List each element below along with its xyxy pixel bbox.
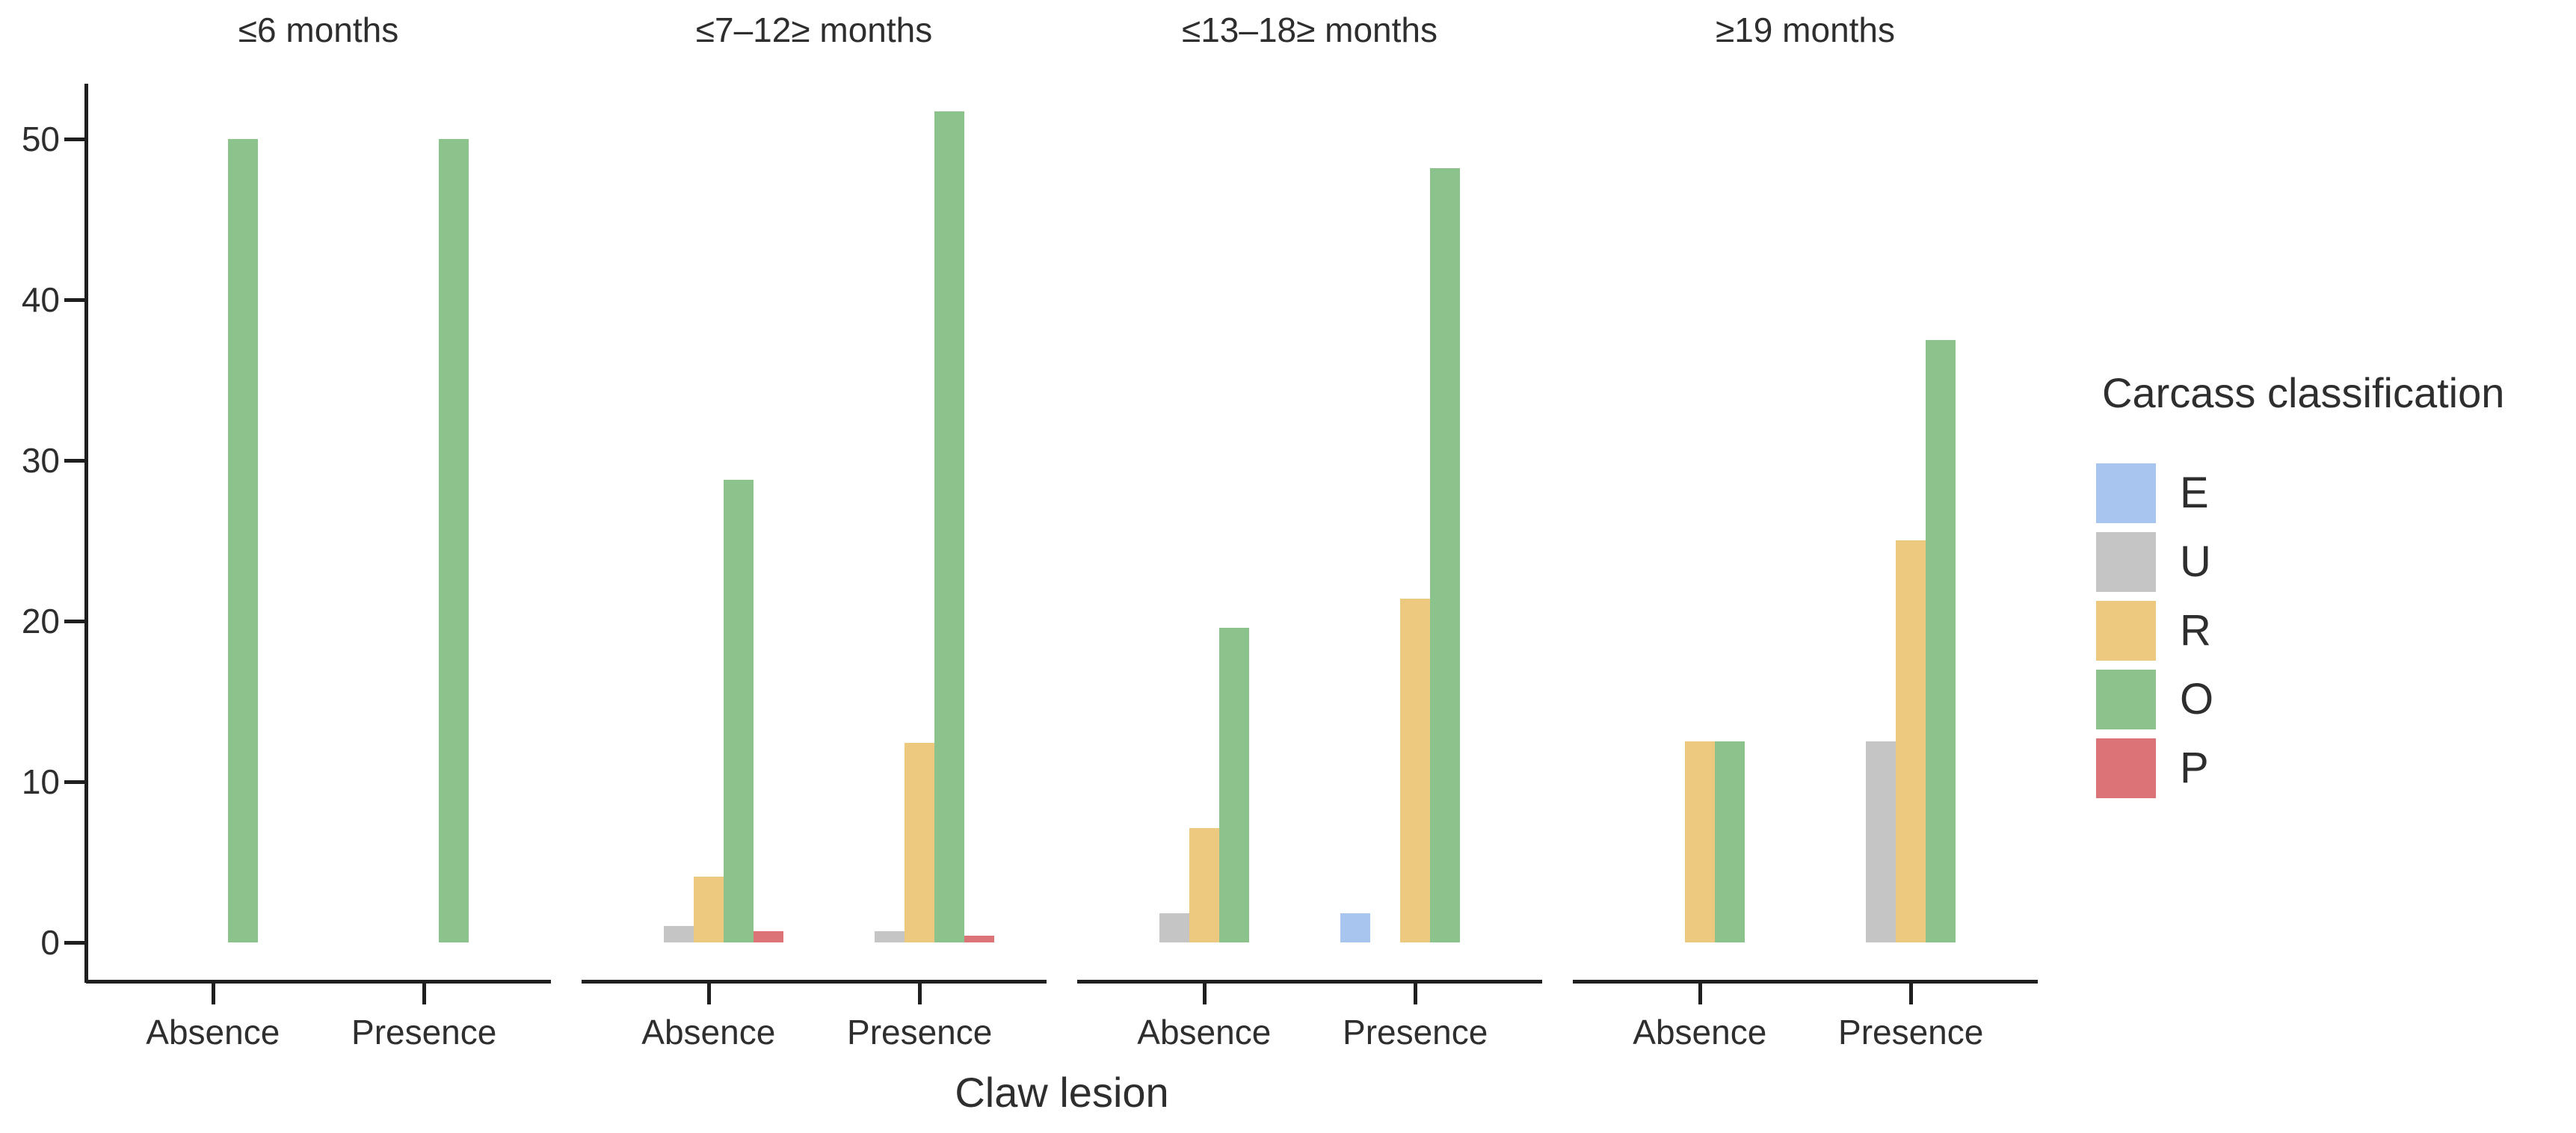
x-tick-label: Absence bbox=[641, 1013, 776, 1052]
x-axis-line bbox=[1573, 980, 2038, 984]
facet-title: ≥19 months bbox=[1715, 10, 1896, 49]
bar-u-absence bbox=[1159, 913, 1189, 942]
x-tick-label: Presence bbox=[847, 1013, 993, 1052]
y-tick-mark bbox=[64, 298, 84, 302]
y-tick-label: 40 bbox=[21, 280, 60, 319]
x-tick-label: Presence bbox=[1343, 1013, 1488, 1052]
legend-key-e bbox=[2096, 463, 2156, 523]
y-tick-label: 10 bbox=[21, 762, 60, 801]
facet-title: ≤6 months bbox=[238, 10, 399, 49]
y-tick-label: 20 bbox=[21, 602, 60, 640]
bar-o-presence bbox=[934, 111, 964, 942]
bar-r-absence bbox=[1685, 741, 1715, 942]
y-tick-mark bbox=[64, 459, 84, 463]
x-tick-label: Absence bbox=[1137, 1013, 1272, 1052]
x-axis-line bbox=[582, 980, 1047, 984]
bar-o-presence bbox=[439, 139, 469, 942]
x-tick-mark bbox=[1414, 984, 1418, 1004]
bar-r-presence bbox=[1400, 599, 1430, 942]
x-axis-line bbox=[86, 980, 551, 984]
x-tick-mark bbox=[918, 984, 922, 1004]
legend-key-u bbox=[2096, 532, 2156, 592]
legend-label-p: P bbox=[2180, 744, 2209, 792]
bar-r-presence bbox=[905, 743, 934, 942]
legend-key-p bbox=[2096, 738, 2156, 798]
y-tick-mark bbox=[64, 138, 84, 141]
x-tick-mark bbox=[1698, 984, 1702, 1004]
facet-title: ≤7–12≥ months bbox=[695, 10, 933, 49]
x-tick-label: Presence bbox=[351, 1013, 497, 1052]
x-tick-mark bbox=[706, 984, 711, 1004]
x-tick-mark bbox=[211, 984, 215, 1004]
bar-p-absence bbox=[754, 931, 783, 942]
legend-key-o bbox=[2096, 670, 2156, 729]
bar-u-presence bbox=[1866, 741, 1896, 942]
x-tick-mark bbox=[1202, 984, 1207, 1004]
y-tick-label: 30 bbox=[21, 441, 60, 480]
legend-label-o: O bbox=[2180, 675, 2214, 723]
x-tick-mark bbox=[1909, 984, 1914, 1004]
bar-r-absence bbox=[1189, 828, 1219, 942]
x-axis-line bbox=[1077, 980, 1542, 984]
legend-label-r: R bbox=[2180, 606, 2211, 655]
x-axis-title: Claw lesion bbox=[955, 1069, 1169, 1116]
legend-label-e: E bbox=[2180, 469, 2209, 517]
x-tick-label: Presence bbox=[1838, 1013, 1984, 1052]
x-tick-label: Absence bbox=[1633, 1013, 1767, 1052]
bar-r-absence bbox=[694, 877, 724, 942]
y-tick-label: 50 bbox=[21, 120, 60, 158]
bar-o-absence bbox=[724, 480, 754, 942]
y-tick-mark bbox=[64, 780, 84, 784]
bar-p-presence bbox=[964, 936, 994, 942]
y-tick-mark bbox=[64, 620, 84, 623]
y-tick-mark bbox=[64, 941, 84, 945]
facet-title: ≤13–18≥ months bbox=[1181, 10, 1438, 49]
bar-o-absence bbox=[1219, 628, 1249, 942]
legend-key-r bbox=[2096, 601, 2156, 661]
legend-label-u: U bbox=[2180, 537, 2211, 586]
y-axis-line bbox=[84, 84, 88, 983]
bar-o-absence bbox=[1715, 741, 1745, 942]
bar-o-absence bbox=[228, 139, 258, 942]
legend-title: Carcass classification bbox=[2102, 369, 2505, 416]
y-tick-label: 0 bbox=[40, 923, 60, 962]
bar-u-absence bbox=[664, 926, 694, 942]
bar-u-presence bbox=[875, 931, 905, 942]
x-tick-mark bbox=[422, 984, 427, 1004]
x-tick-label: Absence bbox=[146, 1013, 280, 1052]
bar-o-presence bbox=[1926, 340, 1956, 942]
bar-o-presence bbox=[1430, 168, 1460, 942]
bar-e-presence bbox=[1340, 913, 1370, 942]
bar-r-presence bbox=[1896, 540, 1926, 942]
